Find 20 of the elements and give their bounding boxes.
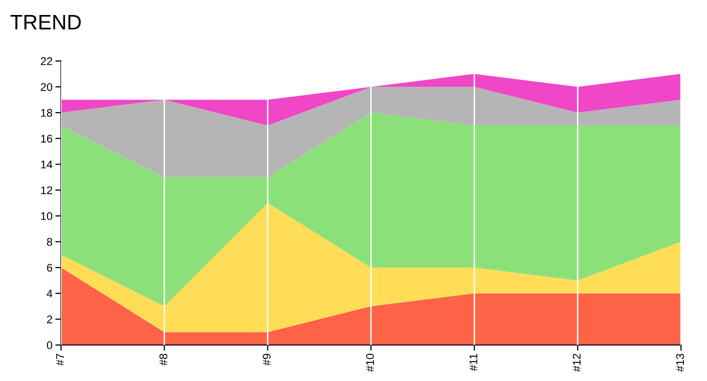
chart-title: TREND <box>10 15 81 30</box>
y-tick-label: 18 <box>41 108 52 117</box>
y-tick-label: 0 <box>46 341 52 350</box>
x-tick-label: #13 <box>676 354 684 372</box>
y-tick-label: 14 <box>41 160 52 168</box>
x-tick-label: #10 <box>366 354 374 372</box>
x-tick-label: #7 <box>56 354 64 366</box>
x-tick-label: #8 <box>159 354 168 366</box>
y-tick-label: 10 <box>41 212 52 220</box>
y-tick-label: 12 <box>41 186 52 194</box>
y-tick-label: 20 <box>40 83 52 91</box>
y-tick-label: 6 <box>47 264 52 272</box>
y-tick-label: 2 <box>47 315 52 324</box>
y-tick-label: 16 <box>41 134 52 143</box>
y-tick-label: 22 <box>40 57 52 66</box>
x-tick-label: #9 <box>262 354 271 366</box>
x-tick-label: #12 <box>572 354 581 372</box>
y-tick-label: 8 <box>46 238 52 246</box>
y-tick-label: 4 <box>46 290 52 298</box>
x-tick-label: #11 <box>470 354 478 371</box>
